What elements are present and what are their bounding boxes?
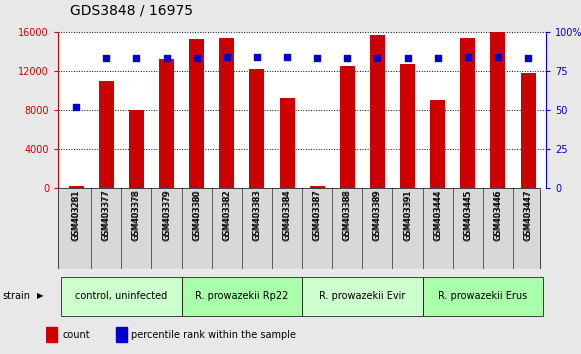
Text: count: count [63, 330, 90, 339]
Text: GSM403384: GSM403384 [282, 190, 292, 241]
Bar [422, 277, 543, 316]
Text: GSM403384: GSM403384 [282, 189, 292, 240]
Text: GSM403447: GSM403447 [523, 189, 533, 240]
Point [523, 56, 533, 61]
Text: GSM403445: GSM403445 [463, 190, 472, 241]
Text: GSM403446: GSM403446 [493, 190, 503, 241]
Bar [69, 185, 84, 188]
Text: GSM403380: GSM403380 [192, 189, 201, 240]
Bar [490, 32, 505, 188]
Text: GDS3848 / 16975: GDS3848 / 16975 [70, 4, 193, 18]
Bar [182, 277, 302, 316]
Text: GSM403389: GSM403389 [373, 189, 382, 240]
Bar [521, 73, 536, 188]
Text: GSM403378: GSM403378 [132, 190, 141, 241]
Text: GSM403281: GSM403281 [71, 189, 81, 240]
Text: GSM403389: GSM403389 [373, 190, 382, 241]
Bar [400, 64, 415, 188]
Text: GSM403383: GSM403383 [252, 190, 261, 241]
Text: GSM403377: GSM403377 [102, 190, 111, 241]
Text: GSM403382: GSM403382 [223, 189, 231, 240]
Point [192, 56, 202, 61]
Bar [99, 81, 114, 188]
Text: R. prowazekii Erus: R. prowazekii Erus [438, 291, 528, 301]
Point [403, 56, 412, 61]
Text: GSM403388: GSM403388 [343, 190, 352, 241]
Point [343, 56, 352, 61]
Text: GSM403383: GSM403383 [252, 189, 261, 240]
Text: GSM403445: GSM403445 [463, 189, 472, 240]
Bar [340, 66, 355, 188]
Text: GSM403391: GSM403391 [403, 190, 412, 241]
Text: strain: strain [3, 291, 31, 301]
Text: GSM403379: GSM403379 [162, 190, 171, 241]
Point [313, 56, 322, 61]
Text: GSM403388: GSM403388 [343, 189, 352, 240]
Bar [129, 110, 144, 188]
Text: control, uninfected: control, uninfected [75, 291, 167, 301]
Point [282, 54, 292, 59]
Bar [310, 185, 325, 188]
Bar [116, 326, 127, 343]
Bar [46, 326, 58, 343]
Text: GSM403379: GSM403379 [162, 189, 171, 240]
Bar [430, 100, 445, 188]
Text: ▶: ▶ [37, 291, 44, 300]
Text: GSM403377: GSM403377 [102, 189, 111, 240]
Text: percentile rank within the sample: percentile rank within the sample [131, 330, 296, 339]
Text: GSM403387: GSM403387 [313, 190, 322, 241]
Bar [279, 98, 295, 188]
Text: GSM403447: GSM403447 [523, 190, 533, 241]
Point [463, 54, 472, 59]
Bar [302, 277, 422, 316]
Text: GSM403382: GSM403382 [223, 190, 231, 241]
Bar [61, 277, 182, 316]
Text: R. prowazekii Evir: R. prowazekii Evir [319, 291, 406, 301]
Bar [460, 38, 475, 188]
Text: R. prowazekii Rp22: R. prowazekii Rp22 [195, 291, 289, 301]
Point [132, 56, 141, 61]
Text: GSM403444: GSM403444 [433, 190, 442, 241]
Point [162, 56, 171, 61]
Bar [370, 35, 385, 188]
Bar [249, 69, 264, 188]
Point [373, 56, 382, 61]
Bar [189, 39, 204, 188]
Text: GSM403387: GSM403387 [313, 189, 322, 240]
Bar [219, 38, 234, 188]
Point [71, 104, 81, 109]
Point [222, 54, 231, 59]
Point [102, 56, 111, 61]
Text: GSM403446: GSM403446 [493, 189, 503, 240]
Text: GSM403281: GSM403281 [71, 190, 81, 241]
Bar [159, 59, 174, 188]
Point [252, 54, 261, 59]
Text: GSM403380: GSM403380 [192, 190, 201, 241]
Point [433, 56, 442, 61]
Text: GSM403378: GSM403378 [132, 189, 141, 240]
Point [493, 54, 503, 59]
Text: GSM403444: GSM403444 [433, 189, 442, 240]
Text: GSM403391: GSM403391 [403, 189, 412, 240]
